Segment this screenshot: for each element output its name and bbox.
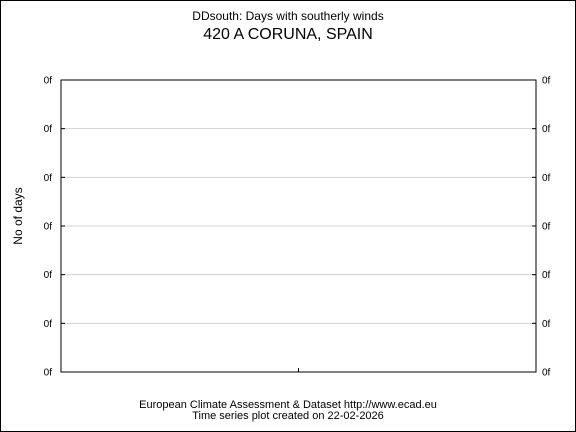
footer-created: Time series plot created on 22-02-2026 (192, 410, 384, 422)
y-tick-labels-right: 0f 0f 0f 0f 0f 0f 0f (542, 76, 551, 379)
footer-source: European Climate Assessment & Dataset ht… (139, 399, 437, 411)
y-tick-label: 0f (542, 76, 551, 87)
y-tick-labels-left: 0f 0f 0f 0f 0f 0f 0f (44, 76, 53, 379)
y-tick-label: 0f (44, 368, 53, 379)
axis-ticks (61, 79, 536, 373)
y-tick-label: 0f (44, 173, 53, 184)
y-tick-label: 0f (542, 270, 551, 281)
y-tick-label: 0f (44, 124, 53, 135)
y-tick-label: 0f (44, 319, 53, 330)
y-tick-label: 0f (542, 368, 551, 379)
y-tick-label: 0f (542, 319, 551, 330)
y-tick-label: 0f (44, 76, 53, 87)
y-tick-label: 0f (44, 270, 53, 281)
chart-title: DDsouth: Days with southerly winds (192, 9, 384, 23)
gridlines (61, 128, 536, 324)
y-tick-label: 0f (542, 173, 551, 184)
y-tick-label: 0f (44, 222, 53, 233)
y-tick-label: 0f (542, 222, 551, 233)
chart-subtitle: 420 A CORUNA, SPAIN (203, 26, 373, 43)
y-tick-label: 0f (542, 124, 551, 135)
